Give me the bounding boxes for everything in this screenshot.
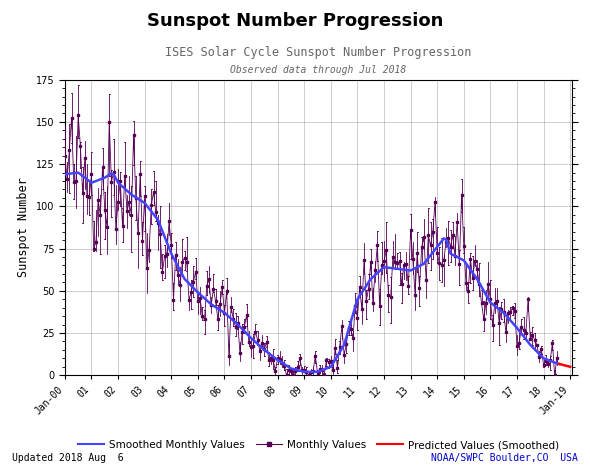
Y-axis label: Sunspot Number: Sunspot Number (17, 178, 30, 277)
Text: ISES Solar Cycle Sunspot Number Progression: ISES Solar Cycle Sunspot Number Progress… (165, 46, 472, 59)
Text: Updated 2018 Aug  6: Updated 2018 Aug 6 (12, 454, 123, 463)
Legend: Smoothed Monthly Values, Monthly Values, Predicted Values (Smoothed): Smoothed Monthly Values, Monthly Values,… (74, 436, 563, 454)
Text: Sunspot Number Progression: Sunspot Number Progression (147, 12, 443, 30)
Text: Observed data through Jul 2018: Observed data through Jul 2018 (231, 65, 407, 76)
Text: NOAA/SWPC Boulder,CO  USA: NOAA/SWPC Boulder,CO USA (431, 454, 578, 463)
